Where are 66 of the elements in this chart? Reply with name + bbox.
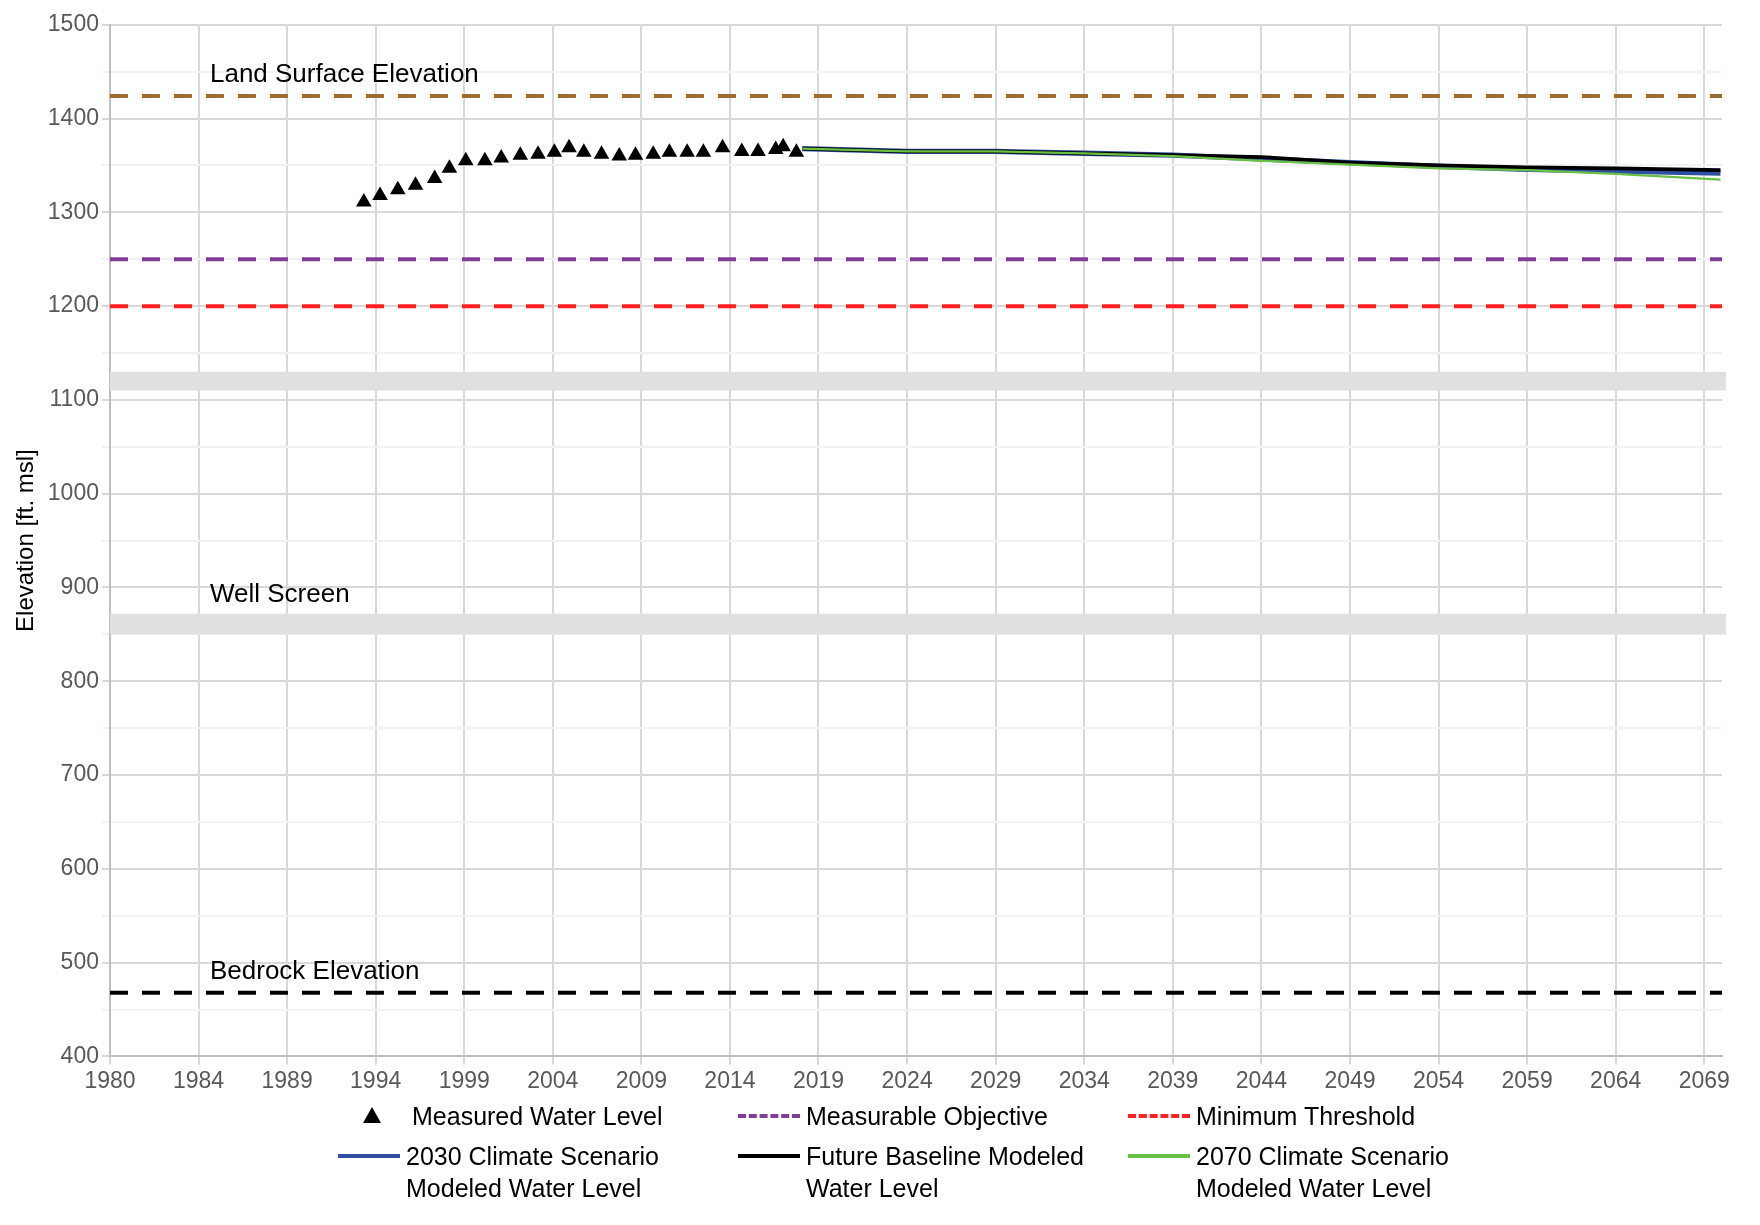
x-tick-label: 2004 [527, 1066, 579, 1093]
x-tick-label: 1999 [438, 1066, 490, 1093]
x-tick-label: 2009 [615, 1066, 667, 1093]
y-tick-label: 400 [60, 1041, 99, 1068]
point [561, 138, 577, 153]
y-tick-label: 800 [60, 666, 99, 693]
y-tick-label: 1400 [47, 103, 99, 130]
y-tick-label: 1500 [47, 10, 99, 37]
point [679, 143, 695, 157]
x-tick-label: 2024 [881, 1066, 933, 1093]
x-tick-label: 2054 [1412, 1066, 1465, 1093]
x-tick-label: 2019 [792, 1066, 845, 1093]
y-tick-label: 600 [60, 854, 99, 881]
legend-label: 2070 Climate Scenario Modeled Water Level [1196, 1141, 1450, 1204]
ref-line-label: Land Surface Elevation [209, 58, 479, 89]
x-tick-label: 2049 [1324, 1066, 1376, 1093]
point [593, 145, 610, 159]
point [750, 142, 766, 156]
x-tick-label: 2039 [1147, 1066, 1199, 1093]
point [530, 145, 546, 159]
y-axis-title: Elevation [ft. msl] [11, 449, 39, 632]
x-tick-label: 2034 [1058, 1066, 1111, 1093]
x-tick-label: 1984 [172, 1066, 225, 1093]
point [661, 143, 678, 157]
point [576, 143, 592, 157]
legend-label: Measurable Objective [806, 1101, 1048, 1132]
point [493, 148, 510, 163]
point [512, 146, 529, 160]
point [645, 145, 662, 159]
legend-label: 2030 Climate Scenario Modeled Water Level [406, 1141, 660, 1204]
point [407, 176, 424, 190]
point [356, 193, 372, 207]
point [390, 180, 406, 195]
point [714, 138, 731, 153]
point [627, 146, 644, 160]
y-tick-label: 1000 [47, 479, 99, 506]
y-tick-label: 1300 [47, 197, 99, 224]
point [611, 147, 628, 161]
point [457, 151, 474, 166]
point [788, 143, 805, 157]
band-label: Well Screen [209, 577, 350, 608]
x-tick-label: 2069 [1678, 1066, 1730, 1093]
x-tick-label: 1994 [350, 1066, 402, 1093]
x-tick-label: 2064 [1590, 1066, 1642, 1093]
point [426, 169, 443, 184]
x-tick-label: 2014 [704, 1066, 756, 1093]
point [477, 151, 493, 166]
x-tick-label: 2029 [970, 1066, 1022, 1093]
x-tick-label: 2059 [1501, 1066, 1553, 1093]
y-tick-label: 1100 [49, 385, 99, 412]
y-tick-label: 1200 [47, 291, 99, 318]
y-tick-label: 500 [60, 947, 99, 974]
y-tick-label: 900 [60, 572, 99, 599]
point [372, 186, 388, 200]
x-tick-label: 1980 [84, 1066, 136, 1093]
y-tick-label: 700 [60, 760, 99, 787]
point [733, 142, 750, 156]
point [546, 143, 563, 157]
x-tick-label: 2044 [1235, 1066, 1288, 1093]
point [441, 159, 458, 173]
legend-label: Future Baseline Modeled Water Level [806, 1141, 1085, 1204]
legend-label: Measured Water Level [412, 1101, 663, 1132]
ref-line-label: Bedrock Elevation [209, 954, 420, 985]
point [695, 143, 712, 157]
legend-label: Minimum Threshold [1196, 1101, 1416, 1132]
x-tick-label: 1989 [261, 1066, 313, 1093]
